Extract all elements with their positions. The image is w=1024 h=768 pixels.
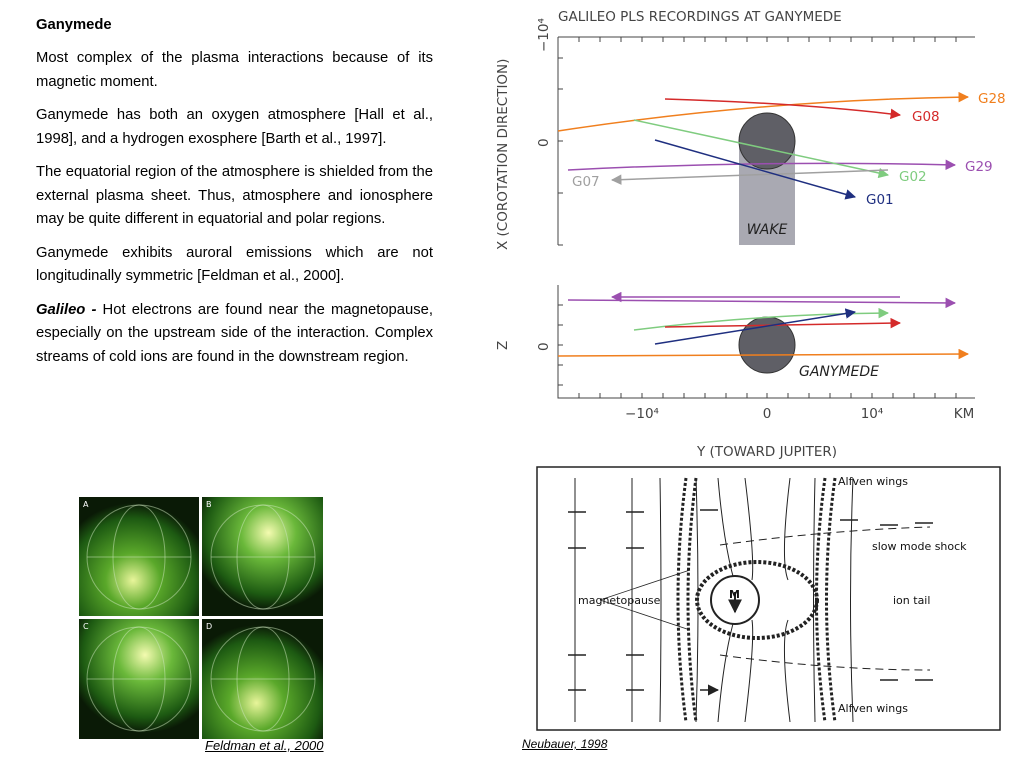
aurora-images: A B C D — [79, 497, 323, 739]
paragraph: The equatorial region of the atmosphere … — [36, 164, 433, 227]
figure-title: GALILEO PLS RECORDINGS AT GANYMEDE — [558, 9, 842, 25]
flyby-label: G07 — [572, 174, 600, 190]
axis-label: Z — [495, 341, 511, 350]
diagram-label: slow mode shock — [872, 540, 967, 553]
trajectory — [664, 317, 902, 329]
paragraph: Most complex of the plasma interactions … — [36, 50, 433, 90]
paragraph: Galileo - Hot electrons are found near t… — [36, 299, 433, 370]
interaction-labels: Alfven wings slow mode shock magnetopaus… — [578, 475, 967, 715]
trajectory — [610, 169, 889, 185]
trajectory — [654, 139, 857, 200]
flyby-label: G01 — [866, 192, 894, 208]
panel-label: A — [83, 500, 89, 509]
diagram-label: ion tail — [893, 594, 930, 607]
tick-label: −10⁴ — [625, 406, 659, 422]
paragraph: Ganymede has both an oxygen atmosphere [… — [36, 107, 433, 147]
panel-label: B — [206, 500, 212, 509]
panel-labels: A B C D — [83, 500, 212, 631]
grid — [86, 504, 316, 732]
caption: Feldman et al., 2000 — [205, 738, 324, 753]
tick-label: 0 — [536, 138, 552, 147]
trajectory — [557, 91, 970, 132]
flyby-label: G29 — [965, 159, 993, 175]
lead: Galileo - — [36, 301, 97, 318]
tick-label: −10⁴ — [536, 18, 552, 52]
caption: Neubauer, 1998 — [522, 737, 608, 751]
tick-label: 0 — [763, 406, 772, 422]
trajectories — [557, 91, 970, 360]
heading: Ganymede — [36, 17, 112, 33]
diagram-label: Alfven wings — [838, 702, 908, 715]
tick-label: 0 — [536, 342, 552, 351]
axis-label: X (COROTATION DIRECTION) — [495, 59, 511, 250]
trajectory — [567, 297, 957, 309]
panel-label: D — [206, 622, 212, 631]
trajectory — [557, 348, 970, 360]
flyby-labels: G28 G08 G29 G02 G07 G01 — [572, 91, 1006, 208]
trajectory — [664, 98, 902, 120]
trajectory — [567, 159, 957, 171]
diagram-label: Alfven wings — [838, 475, 908, 488]
paragraph: Ganymede exhibits auroral emissions whic… — [36, 244, 433, 285]
body: Hot electrons are found near the magneto… — [36, 301, 433, 365]
diagram-label: magnetopause — [578, 594, 661, 607]
flyby-label: G02 — [899, 169, 927, 185]
interaction-diagram — [568, 477, 933, 723]
tick-label: KM — [954, 406, 975, 422]
axes — [557, 36, 975, 399]
trajectory — [654, 308, 857, 345]
flyby-label: G08 — [912, 109, 940, 125]
flyby-label: G28 — [978, 91, 1006, 107]
tick-label: 10⁴ — [861, 406, 884, 422]
axis-label: Y (TOWARD JUPITER) — [696, 444, 837, 460]
moon-label: GANYMEDE — [799, 364, 879, 380]
ganymede — [738, 112, 796, 170]
wake-label: WAKE — [747, 222, 788, 238]
trajectory — [633, 119, 890, 179]
diagram-label: M — [729, 588, 740, 601]
interaction-frame — [536, 466, 1001, 731]
text-column: Ganymede Most complex of the plasma inte… — [36, 14, 433, 379]
panel-label: C — [83, 622, 89, 631]
